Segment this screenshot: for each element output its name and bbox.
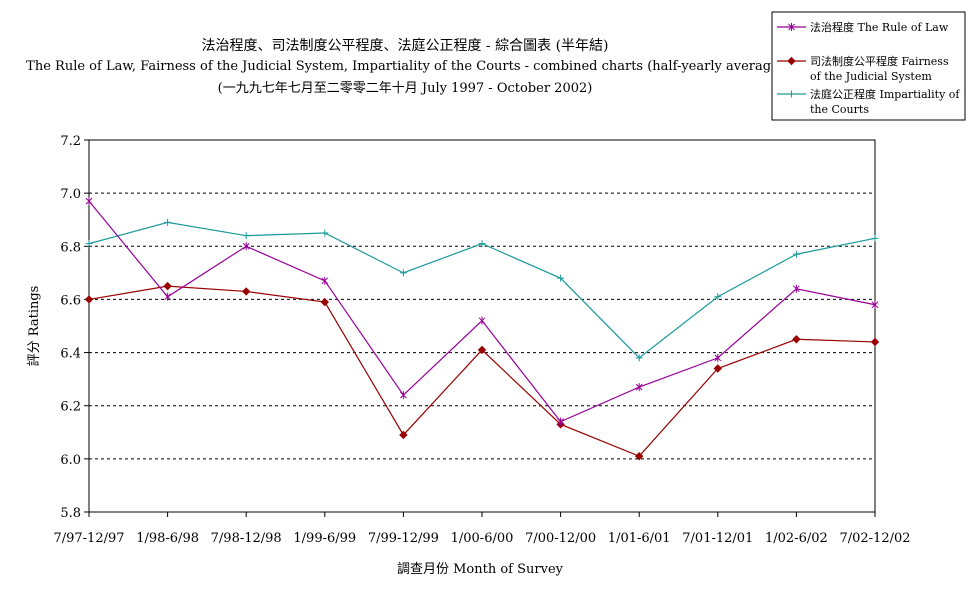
legend-box — [771, 11, 966, 121]
data-point-plus — [242, 232, 250, 240]
series-layer — [84, 197, 880, 461]
data-point-plus — [399, 269, 407, 277]
data-point-diamond — [477, 345, 487, 355]
x-tick-label: 1/98-6/98 — [136, 531, 199, 546]
x-tick-label: 1/02-6/02 — [765, 531, 828, 546]
x-tick-label: 1/01-6/01 — [608, 531, 671, 546]
legend-label-rule-of-law: 法治程度 The Rule of Law — [810, 20, 949, 34]
data-point-diamond — [163, 281, 172, 291]
data-point-plus — [164, 218, 172, 226]
data-point-plus — [85, 240, 93, 248]
series-impartiality — [85, 218, 879, 362]
y-tick-label: 7.0 — [60, 187, 81, 202]
data-point-star — [242, 242, 250, 251]
chart-subtitle: The Rule of Law, Fairness of the Judicia… — [26, 59, 784, 74]
data-point-plus — [635, 354, 643, 362]
y-axis-title: 評分 Ratings — [27, 286, 42, 367]
y-tick-label: 7.2 — [60, 134, 81, 149]
y-tick-label: 6.0 — [60, 453, 81, 468]
x-axis-title: 調查月份 Month of Survey — [397, 562, 564, 577]
data-point-star — [400, 391, 407, 400]
legend-markers — [777, 23, 806, 98]
data-point-diamond — [787, 56, 796, 66]
legend-label-impartiality-line1: 法庭公正程度 Impartiality of — [810, 87, 960, 101]
y-tick-label: 6.2 — [60, 400, 81, 415]
legend-label-impartiality-line2: the Courts — [810, 103, 869, 116]
data-point-star — [788, 23, 795, 31]
data-point-plus — [788, 90, 795, 98]
data-point-star — [321, 276, 329, 285]
data-point-diamond — [870, 337, 880, 347]
chart-subtitle-period: (一九九七年七月至二零零二年十月 July 1997 - October 200… — [218, 81, 593, 96]
chart-title: 法治程度、司法制度公平程度、法庭公正程度 - 綜合圖表 (半年結) — [201, 37, 608, 54]
y-tick-label: 5.8 — [60, 506, 81, 521]
x-tick-label: 7/02-12/02 — [839, 531, 910, 546]
data-point-diamond — [320, 297, 330, 307]
y-tick-label: 6.8 — [60, 240, 81, 255]
y-tick-label: 6.6 — [60, 293, 81, 308]
y-tick-label: 6.4 — [60, 347, 81, 362]
legend-label-fairness-line2: of the Judicial System — [810, 70, 932, 83]
x-tick-label: 7/97-12/97 — [53, 531, 124, 546]
x-axis-ticks: 7/97-12/97 1/98-6/98 7/98-12/98 1/99-6/99 7/… — [53, 512, 911, 546]
x-tick-label: 7/99-12/99 — [368, 531, 439, 546]
data-point-plus — [714, 293, 722, 301]
data-point-star — [871, 300, 879, 309]
data-point-diamond — [792, 335, 801, 344]
data-point-diamond — [399, 430, 408, 440]
plot-area — [88, 139, 876, 513]
data-point-star — [793, 284, 800, 293]
data-point-plus — [478, 240, 486, 248]
x-tick-label: 1/00-6/00 — [451, 531, 514, 546]
data-point-star — [714, 353, 722, 362]
data-point-diamond — [713, 364, 723, 373]
y-axis-ticks: 5.8 6.0 6.2 6.4 6.6 6.8 7.0 7.2 — [60, 134, 89, 521]
data-point-diamond — [241, 287, 251, 296]
x-tick-label: 7/98-12/98 — [211, 531, 282, 546]
data-point-star — [478, 316, 486, 325]
series-fairness — [84, 281, 880, 461]
data-point-star — [164, 292, 171, 301]
data-point-plus — [871, 234, 879, 242]
data-point-plus — [321, 229, 329, 237]
data-point-diamond — [84, 295, 94, 304]
data-point-star — [635, 383, 643, 392]
x-tick-label: 7/01-12/01 — [682, 531, 753, 546]
legend-label-fairness-line1: 司法制度公平程度 Fairness — [810, 54, 949, 68]
data-point-star — [85, 197, 93, 206]
data-point-plus — [557, 274, 565, 282]
data-point-plus — [792, 250, 800, 258]
x-tick-label: 7/00-12/00 — [525, 531, 596, 546]
data-point-diamond — [634, 451, 644, 461]
x-tick-label: 1/99-6/99 — [293, 531, 356, 546]
legend: 法治程度 The Rule of Law 司法制度公平程度 Fairness o… — [771, 11, 966, 121]
series-rule-of-law — [85, 197, 879, 426]
gridlines — [89, 192, 875, 460]
data-point-star — [557, 417, 564, 426]
